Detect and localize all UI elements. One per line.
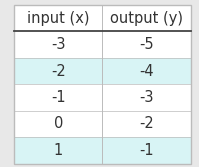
Text: -1: -1 bbox=[51, 90, 65, 105]
Text: -5: -5 bbox=[139, 37, 154, 52]
Bar bbox=[14, 84, 191, 111]
Text: input (x): input (x) bbox=[27, 11, 90, 26]
Bar bbox=[14, 137, 191, 164]
Text: -1: -1 bbox=[139, 143, 154, 158]
Bar bbox=[14, 111, 191, 137]
Bar bbox=[14, 5, 191, 31]
Text: -4: -4 bbox=[139, 64, 154, 79]
Bar bbox=[14, 31, 191, 58]
Text: output (y): output (y) bbox=[110, 11, 183, 26]
Text: 1: 1 bbox=[54, 143, 63, 158]
Bar bbox=[14, 58, 191, 84]
Text: 0: 0 bbox=[54, 117, 63, 131]
Text: -2: -2 bbox=[51, 64, 66, 79]
Text: -2: -2 bbox=[139, 117, 154, 131]
Text: -3: -3 bbox=[51, 37, 65, 52]
Text: -3: -3 bbox=[139, 90, 154, 105]
Bar bbox=[14, 5, 191, 164]
